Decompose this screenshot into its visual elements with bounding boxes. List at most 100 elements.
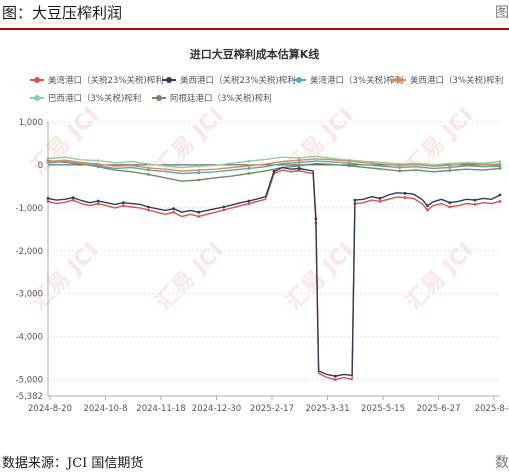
data-point: [297, 158, 301, 162]
data-point: [121, 201, 125, 205]
data-point: [398, 169, 401, 173]
data-point: [147, 168, 150, 172]
data-point: [172, 207, 176, 211]
data-point: [147, 166, 150, 170]
data-point: [403, 196, 407, 200]
y-tick-label: -5,382: [16, 392, 43, 402]
y-tick-label: 0: [38, 161, 43, 171]
series-line-5: [47, 159, 501, 182]
legend-marker: [34, 95, 40, 101]
data-point: [347, 164, 351, 168]
data-point: [172, 210, 176, 214]
data-point: [197, 164, 201, 168]
series-line-0: [47, 169, 501, 381]
legend-label: 巴西港口（3%关税)榨利: [48, 93, 141, 104]
y-tick-label: -1,000: [16, 204, 43, 214]
data-point: [426, 208, 429, 212]
data-point: [197, 215, 201, 218]
data-point: [473, 203, 477, 206]
data-point: [297, 164, 301, 168]
y-tick-label: 1,000: [19, 118, 43, 128]
edge-mark-top: 图: [495, 5, 509, 21]
data-point: [147, 162, 150, 166]
y-tick-label: -3,000: [16, 290, 43, 300]
figure-caption: 图：大豆压榨利润: [2, 4, 123, 22]
data-point: [448, 205, 452, 209]
watermark-text: 汇易 JCI: [152, 238, 229, 315]
data-point: [498, 164, 502, 168]
legend-marker: [166, 77, 172, 83]
data-point: [297, 161, 301, 164]
watermark-text: 汇易 JCI: [402, 238, 479, 315]
data-point: [197, 168, 201, 172]
data-point: [197, 210, 201, 214]
data-point: [314, 217, 318, 221]
series-line-2: [47, 160, 501, 175]
data-point: [71, 198, 75, 202]
x-tick-label: 2025-2-17: [250, 404, 294, 414]
data-point: [378, 200, 382, 203]
data-point: [197, 171, 201, 175]
data-point: [222, 205, 226, 209]
y-tick-label: -4,000: [16, 333, 43, 343]
legend-marker: [156, 95, 162, 101]
x-tick-label: 2025-5-15: [361, 404, 405, 414]
chart-panel: 汇易 JCI 汇易 JCI 汇易 JCI 汇易 JCI 汇易 JCI 汇易 JCI 汇易 J…: [0, 36, 509, 444]
data-point: [96, 162, 100, 166]
x-tick-label: 2024-12-30: [192, 404, 241, 414]
data-point: [334, 374, 337, 378]
series-line-3: [47, 158, 501, 172]
x-tick-label: 2024-10-8: [84, 404, 128, 414]
data-point: [247, 167, 251, 170]
data-point: [272, 170, 276, 173]
y-tick-label: -5,000: [16, 376, 43, 386]
edge-mark-bottom: 数: [495, 455, 509, 471]
data-point: [247, 159, 251, 163]
legend-marker: [296, 77, 302, 83]
data-point: [498, 167, 502, 170]
data-point: [378, 197, 382, 200]
data-point: [498, 193, 502, 197]
data-point: [498, 160, 502, 163]
x-tick-label: 2025-8-8: [475, 404, 509, 414]
data-point: [197, 178, 201, 182]
source-note: 数据来源：JCI 国信期货: [2, 456, 144, 471]
axes: 1,000 0 -1,000 -2,000 -3,000 -4,000 -5,000 -5,3…: [16, 118, 509, 414]
data-point: [147, 173, 150, 176]
x-tick-label: 2025-6-27: [417, 404, 461, 414]
data-point: [247, 202, 251, 206]
x-tick-label: 2025-3-31: [306, 404, 350, 414]
data-point: [96, 159, 100, 162]
data-point: [247, 199, 251, 203]
data-point: [473, 198, 477, 202]
data-point: [46, 157, 50, 160]
data-point: [448, 164, 452, 167]
legend-label: 美西港口（3%关税)榨利: [410, 75, 503, 86]
data-point: [46, 197, 50, 200]
data-point: [398, 166, 401, 169]
data-point: [46, 160, 50, 163]
series-layer: [46, 155, 502, 381]
series-line-4: [47, 155, 501, 169]
legend-label: 美西港口（关税23%关税)榨利: [180, 75, 296, 86]
data-point: [398, 164, 401, 167]
data-point: [297, 156, 301, 160]
legend: 美湾港口（关税23%关税)榨利 美西港口（关税23%关税)榨利 美湾港口（3%关税)…: [30, 75, 503, 104]
data-point: [334, 378, 337, 381]
x-tick-label: 2024-11-18: [136, 404, 185, 414]
x-tick-label: 2024-8-20: [28, 404, 72, 414]
data-point: [448, 166, 452, 169]
data-point: [96, 202, 100, 206]
watermark-text: 汇易 JCI: [282, 238, 359, 315]
data-point: [121, 204, 125, 208]
data-point: [297, 167, 301, 170]
y-tick-label: -2,000: [16, 247, 43, 257]
data-point: [147, 208, 150, 212]
data-point: [498, 162, 502, 166]
legend-label: 美湾港口（关税23%关税)榨利: [48, 75, 164, 86]
watermark: 汇易 JCI: [152, 238, 229, 315]
legend-label: 美湾港口（3%关税)榨利: [310, 75, 403, 86]
data-point: [448, 169, 452, 172]
caption-rule: [0, 28, 509, 30]
